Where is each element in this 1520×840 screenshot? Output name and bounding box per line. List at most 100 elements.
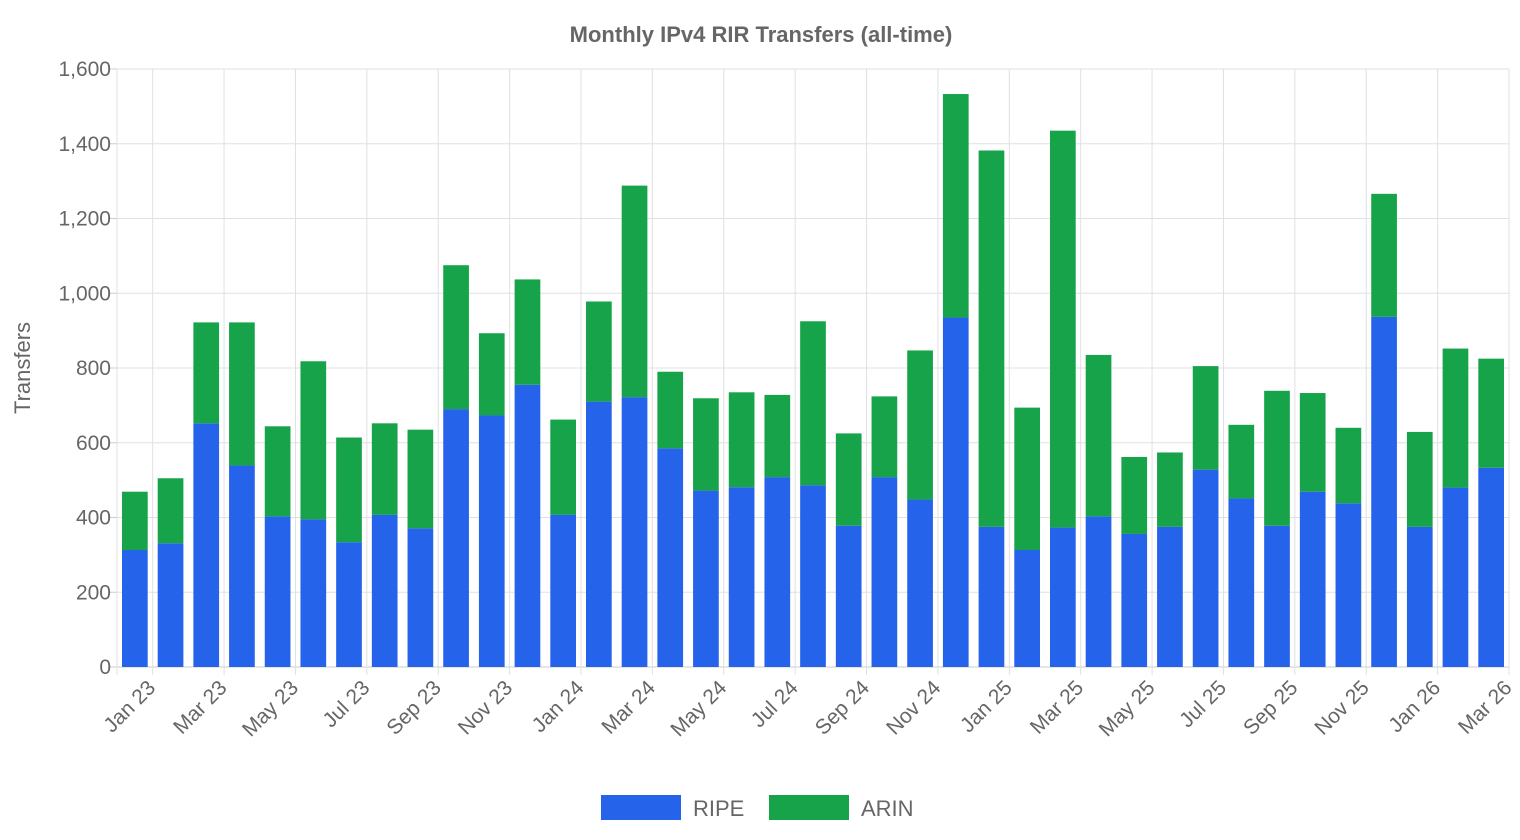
bar-ripe-may-25[interactable] xyxy=(1121,533,1148,667)
bar-arin-oct-23[interactable] xyxy=(443,265,469,410)
legend-swatch-arin[interactable] xyxy=(769,795,849,820)
bar-arin-apr-25[interactable] xyxy=(1085,354,1112,517)
bar-arin-aug-24[interactable] xyxy=(800,321,826,486)
y-tick-label: 600 xyxy=(76,432,111,455)
bar-arin-jan-25[interactable] xyxy=(978,150,1005,527)
bar-ripe-may-23[interactable] xyxy=(264,516,291,667)
x-tick-label: Nov 25 xyxy=(1310,676,1373,739)
bar-ripe-nov-24[interactable] xyxy=(907,499,933,667)
bar-arin-jan-23[interactable] xyxy=(121,491,148,551)
bar-ripe-oct-23[interactable] xyxy=(443,409,469,667)
bar-ripe-jun-24[interactable] xyxy=(728,487,755,667)
bar-ripe-mar-23[interactable] xyxy=(193,423,220,667)
bar-arin-jun-25[interactable] xyxy=(1157,452,1183,527)
bar-arin-oct-25[interactable] xyxy=(1299,393,1326,492)
x-tick-label: Jul 23 xyxy=(318,676,374,732)
legend-swatch-ripe[interactable] xyxy=(601,795,681,820)
bar-ripe-apr-23[interactable] xyxy=(229,465,255,667)
bar-arin-apr-23[interactable] xyxy=(229,322,255,466)
x-tick-label: May 24 xyxy=(666,676,731,741)
bar-ripe-sep-23[interactable] xyxy=(407,528,434,667)
bar-arin-aug-23[interactable] xyxy=(371,423,398,515)
bar-ripe-mar-24[interactable] xyxy=(621,397,648,667)
bar-ripe-jun-23[interactable] xyxy=(300,519,327,667)
bar-ripe-mar-25[interactable] xyxy=(1049,527,1076,667)
bar-ripe-apr-24[interactable] xyxy=(657,448,684,667)
bar-arin-feb-23[interactable] xyxy=(157,478,184,544)
x-tick-label: Mar 26 xyxy=(1454,676,1516,738)
x-tick-label: Sep 24 xyxy=(811,676,875,740)
bar-arin-jun-23[interactable] xyxy=(300,361,327,520)
bar-arin-aug-25[interactable] xyxy=(1228,424,1255,499)
bar-arin-sep-23[interactable] xyxy=(407,429,434,529)
bar-arin-jul-23[interactable] xyxy=(336,437,362,543)
bar-arin-mar-26[interactable] xyxy=(1478,358,1505,468)
bar-arin-jan-26[interactable] xyxy=(1406,431,1433,527)
bar-ripe-oct-25[interactable] xyxy=(1299,491,1326,667)
x-tick-label: Mar 25 xyxy=(1026,676,1088,738)
bar-arin-nov-25[interactable] xyxy=(1335,427,1362,504)
bar-ripe-feb-26[interactable] xyxy=(1442,487,1469,667)
x-tick-label: Jan 24 xyxy=(528,676,589,737)
bar-arin-nov-23[interactable] xyxy=(478,333,505,416)
bar-arin-dec-23[interactable] xyxy=(514,279,541,385)
bar-ripe-may-24[interactable] xyxy=(693,490,719,667)
bar-arin-may-25[interactable] xyxy=(1121,456,1148,534)
bar-ripe-apr-25[interactable] xyxy=(1085,516,1112,667)
bar-arin-mar-23[interactable] xyxy=(193,322,220,424)
bar-ripe-dec-23[interactable] xyxy=(514,384,541,667)
bar-arin-jan-24[interactable] xyxy=(550,419,577,515)
bar-ripe-feb-25[interactable] xyxy=(1014,550,1041,667)
bar-ripe-nov-25[interactable] xyxy=(1335,503,1362,667)
bar-arin-apr-24[interactable] xyxy=(657,371,684,449)
bar-ripe-aug-25[interactable] xyxy=(1228,498,1255,667)
x-tick-label: Sep 23 xyxy=(382,676,445,739)
bar-arin-dec-24[interactable] xyxy=(942,94,969,318)
bar-arin-may-23[interactable] xyxy=(264,426,291,517)
bar-ripe-jan-25[interactable] xyxy=(978,526,1005,667)
bar-arin-feb-25[interactable] xyxy=(1014,407,1041,551)
bar-ripe-aug-24[interactable] xyxy=(800,485,826,667)
bar-ripe-nov-23[interactable] xyxy=(478,415,505,667)
bar-arin-sep-24[interactable] xyxy=(835,433,862,526)
bar-arin-may-24[interactable] xyxy=(693,398,719,491)
bar-ripe-sep-25[interactable] xyxy=(1264,525,1290,667)
bar-arin-dec-25[interactable] xyxy=(1371,193,1397,317)
bar-arin-nov-24[interactable] xyxy=(907,350,933,500)
legend-label-arin[interactable]: ARIN xyxy=(861,796,914,821)
bar-arin-jul-24[interactable] xyxy=(764,394,791,478)
bar-ripe-aug-23[interactable] xyxy=(371,514,398,667)
y-axis-ticks: 0 200 400 600 800 1,000 1,200 1,400 1,600 xyxy=(58,58,111,679)
bar-arin-feb-24[interactable] xyxy=(585,301,612,402)
bar-arin-sep-25[interactable] xyxy=(1264,390,1290,526)
x-tick-label: Nov 24 xyxy=(882,676,946,740)
bars xyxy=(121,94,1505,667)
bar-ripe-jul-25[interactable] xyxy=(1192,469,1219,667)
bar-ripe-jul-24[interactable] xyxy=(764,477,791,667)
x-tick-label: Jul 25 xyxy=(1175,676,1231,732)
bar-arin-jun-24[interactable] xyxy=(728,392,755,488)
bar-ripe-dec-25[interactable] xyxy=(1371,316,1397,667)
bar-ripe-jun-25[interactable] xyxy=(1157,526,1183,667)
x-tick-label: Jan 23 xyxy=(99,676,160,737)
bar-ripe-oct-24[interactable] xyxy=(871,477,898,667)
bar-arin-mar-24[interactable] xyxy=(621,185,648,398)
bar-arin-oct-24[interactable] xyxy=(871,396,898,478)
bar-ripe-feb-24[interactable] xyxy=(585,401,612,667)
bar-ripe-jan-26[interactable] xyxy=(1406,526,1433,667)
bar-ripe-jan-23[interactable] xyxy=(121,550,148,667)
bar-ripe-jul-23[interactable] xyxy=(336,542,362,667)
bar-ripe-sep-24[interactable] xyxy=(835,525,862,667)
bar-ripe-jan-24[interactable] xyxy=(550,514,577,667)
bar-ripe-feb-23[interactable] xyxy=(157,543,184,667)
legend-label-ripe[interactable]: RIPE xyxy=(693,796,744,821)
bar-ripe-dec-24[interactable] xyxy=(942,317,969,667)
bar-arin-mar-25[interactable] xyxy=(1049,130,1076,528)
bar-arin-feb-26[interactable] xyxy=(1442,348,1469,488)
y-tick-label: 1,400 xyxy=(58,133,111,156)
bar-ripe-mar-26[interactable] xyxy=(1478,467,1505,667)
bar-arin-jul-25[interactable] xyxy=(1192,366,1219,470)
x-tick-label: Jan 26 xyxy=(1384,676,1445,737)
legend[interactable]: RIPE ARIN xyxy=(601,795,914,821)
